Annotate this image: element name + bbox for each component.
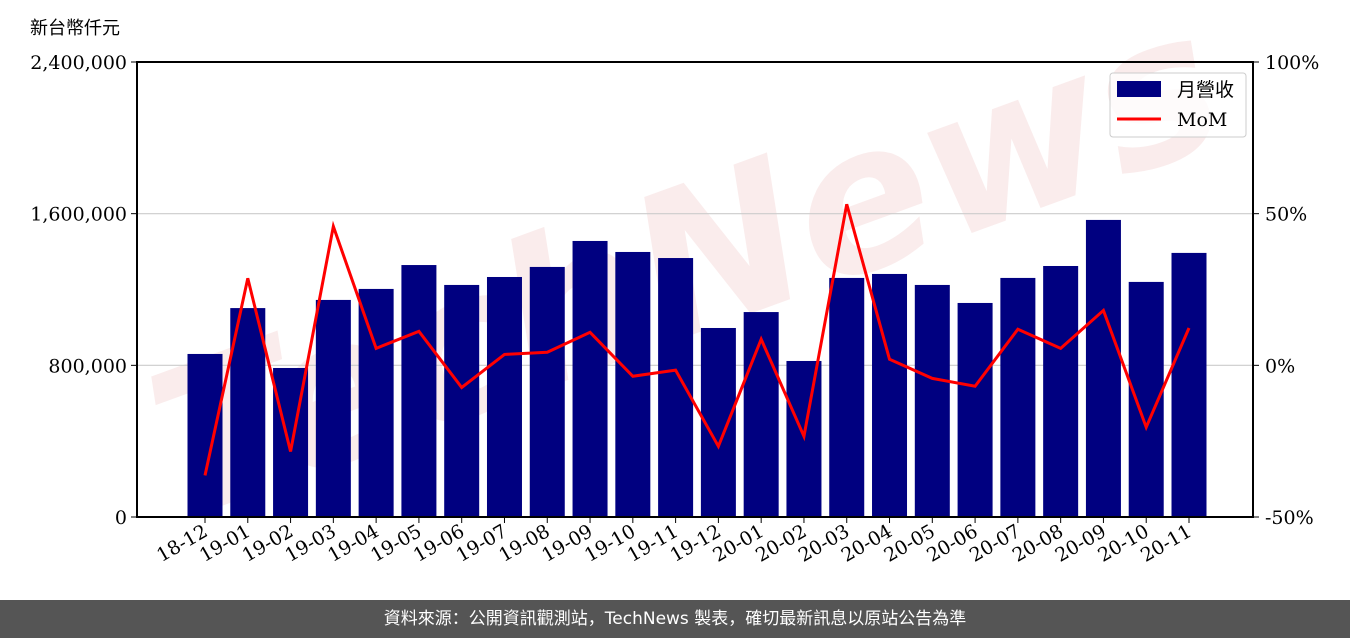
- plot-frame: [136, 61, 1254, 518]
- bar-20-11: [1171, 252, 1207, 518]
- mom-line: [203, 203, 1191, 476]
- bar-19-10: [615, 251, 651, 517]
- y-tick-label: 1,600,000: [30, 204, 127, 226]
- bar-19-03: [315, 299, 351, 517]
- y-tick-label: 800,000: [48, 355, 127, 377]
- bar-19-05: [401, 265, 437, 517]
- bar-18-12: [187, 353, 223, 517]
- y2-tick-label: -50%: [1265, 507, 1314, 529]
- bar-19-04: [358, 288, 394, 517]
- bar-20-05: [914, 284, 950, 517]
- footer-source: 資料來源：公開資訊觀測站，TechNews 製表，確切最新訊息以原站公告為準: [0, 600, 1350, 638]
- y-axis-unit-label: 新台幣仟元: [30, 18, 120, 39]
- legend-bar-swatch: [1117, 81, 1161, 97]
- bar-19-11: [658, 258, 694, 517]
- legend-label-revenue: 月營收: [1177, 79, 1234, 101]
- bar-20-09: [1085, 219, 1121, 517]
- bar-19-06: [444, 284, 480, 517]
- bar-20-07: [1000, 277, 1036, 517]
- x-tick-label: 20-11: [1137, 520, 1195, 566]
- bar-19-01: [230, 308, 266, 517]
- bar-19-09: [572, 240, 608, 517]
- bar-20-06: [957, 302, 993, 517]
- y2-tick-label: 50%: [1265, 204, 1307, 226]
- y2-tick-label: 100%: [1265, 52, 1319, 74]
- bar-19-12: [700, 327, 736, 517]
- bar-19-07: [486, 276, 522, 517]
- revenue-chart: TechNews0800,0001,600,0002,400,000-50%0%…: [30, 0, 1319, 567]
- y-tick-label: 2,400,000: [30, 52, 127, 74]
- bar-20-01: [743, 312, 779, 517]
- legend-label-mom: MoM: [1177, 109, 1227, 131]
- y2-tick-label: 0%: [1265, 355, 1295, 377]
- bar-19-08: [529, 266, 565, 517]
- bar-20-03: [829, 277, 865, 517]
- y-tick-label: 0: [115, 507, 127, 529]
- bar-20-08: [1043, 265, 1079, 517]
